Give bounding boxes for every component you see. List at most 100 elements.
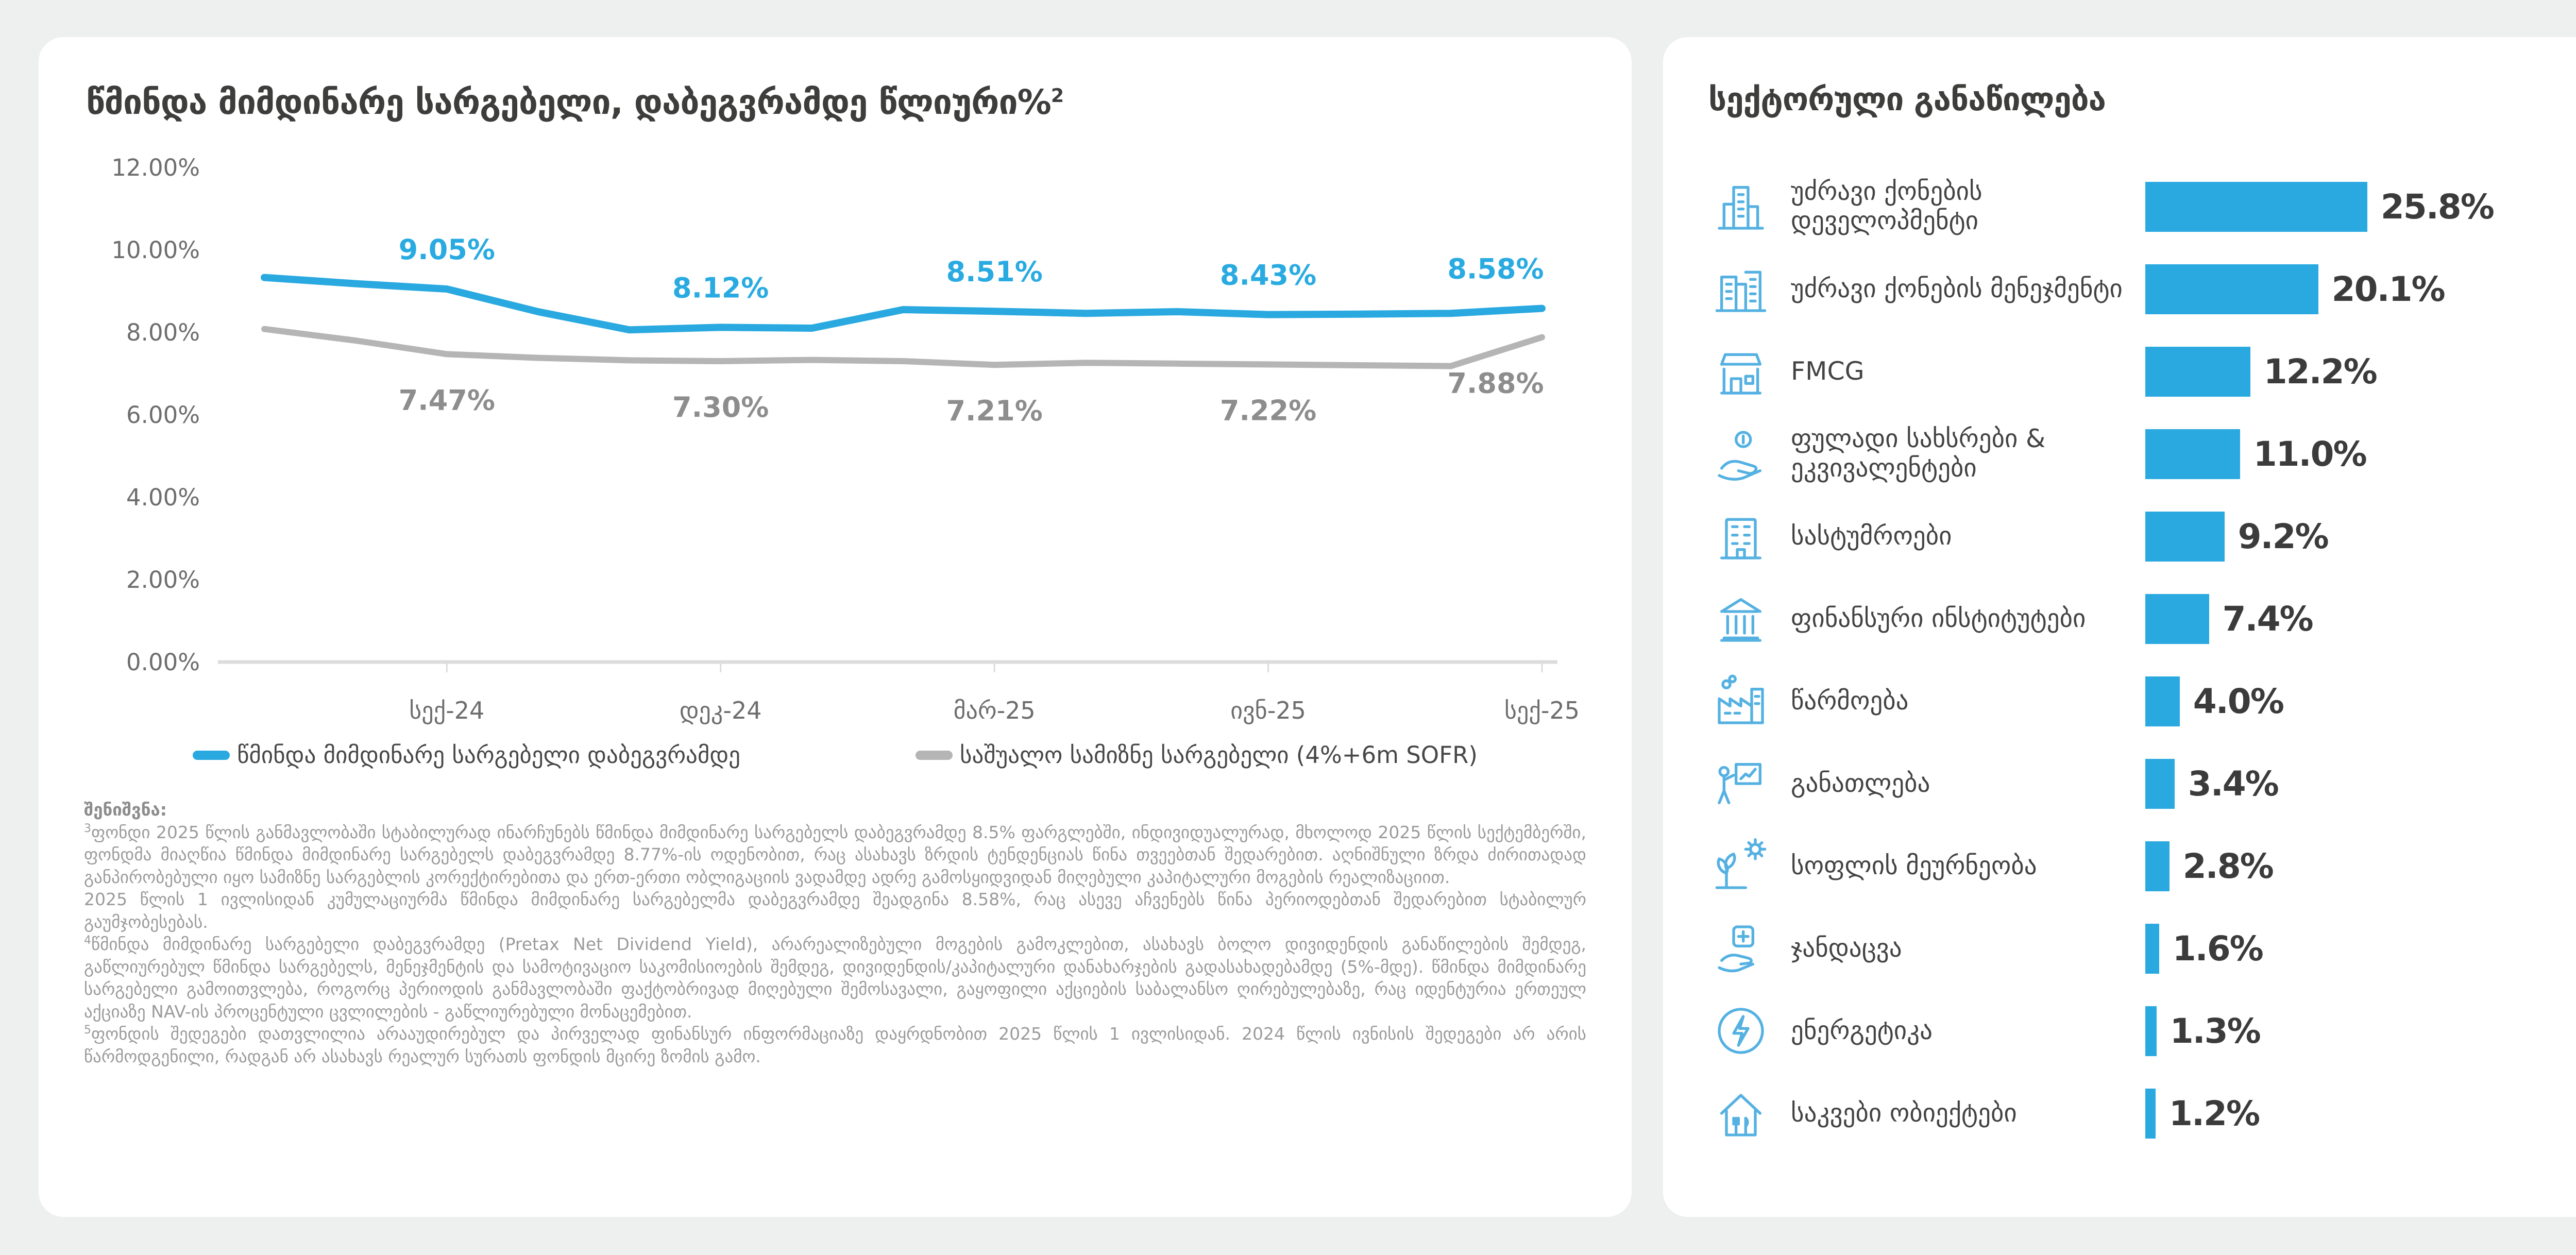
sector-row: წარმოება 4.0% [1708,660,2576,742]
sector-value: 20.1% [2331,269,2446,309]
svg-text:ივნ-25: ივნ-25 [1230,697,1306,724]
sector-bar [2145,264,2318,314]
svg-text:7.30%: 7.30% [672,391,769,423]
sector-label: წარმოება [1791,686,1909,716]
sector-label: უძრავი ქონების დეველოპმენტი [1791,177,1982,235]
sector-bar [2145,923,2159,974]
svg-text:4.00%: 4.00% [126,484,200,511]
factory-icon [1708,672,1773,730]
sector-row: უძრავი ქონების მენეჯმენტი 20.1% [1708,248,2576,330]
sector-row: სასტუმროები 9.2% [1708,495,2576,578]
sector-label: უძრავი ქონების მენეჯმენტი [1791,274,2123,303]
sector-bar [2145,181,2367,232]
svg-text:0.00%: 0.00% [126,649,200,676]
hand-coin-icon [1708,425,1773,483]
legend-item-net-yield: წმინდა მიმდინარე სარგებელი დაბეგვრამდე [193,741,740,769]
sector-title: სექტორული განაწილება [1708,80,2106,118]
chart-legend: წმინდა მიმდინარე სარგებელი დაბეგვრამდე ს… [84,741,1586,769]
sector-bar [2145,1088,2156,1139]
svg-text:7.47%: 7.47% [399,384,495,416]
svg-text:დეკ-24: დეკ-24 [680,697,762,724]
yield-chart-title: წმინდა მიმდინარე სარგებელი, დაბეგვრამდე … [86,82,1064,122]
sector-row: ენერგეტიკა 1.3% [1708,990,2576,1072]
yield-card: წმინდა მიმდინარე სარგებელი, დაბეგვრამდე … [39,37,1632,1217]
education-presenter-icon [1708,755,1773,812]
hotel-icon [1708,507,1773,565]
yield-line-chart: 12.00% 10.00% 8.00% 6.00% 4.00% 2.00% 0.00% სექ… [111,154,1578,724]
sector-label: ენერგეტიკა [1791,1015,1933,1045]
sector-value: 1.2% [2169,1093,2260,1133]
footnote-3-continued: 2025 წლის 1 ივლისიდან კუმულაციურმა წმინდ… [84,889,1586,932]
sector-value: 1.3% [2170,1011,2261,1051]
sector-bar [2145,429,2240,479]
sector-label: ფულადი სახსრები & ეკვივალენტები [1791,424,2046,483]
storefront-icon [1708,343,1773,400]
sector-row: FMCG 12.2% [1708,330,2576,413]
sector-value: 9.2% [2238,516,2329,556]
agriculture-icon [1708,837,1773,895]
svg-text:8.00%: 8.00% [126,319,200,346]
svg-text:7.88%: 7.88% [1447,367,1544,400]
sector-value: 4.0% [2193,681,2284,721]
sector-bar [2145,593,2209,644]
sector-row: ფინანსური ინსტიტუტები 7.4% [1708,578,2576,660]
svg-text:8.43%: 8.43% [1220,259,1316,292]
food-house-icon [1708,1084,1773,1142]
sector-rows: უძრავი ქონების დეველოპმენტი 25.8% უძრავი… [1708,165,2576,1155]
building-management-icon [1708,260,1773,318]
footnote-5: 5ფონდის შედეგები დათვლილია არააუდირებულ … [84,1024,1586,1067]
bank-icon [1708,590,1773,648]
svg-text:8.51%: 8.51% [946,256,1042,288]
sector-value: 7.4% [2222,599,2314,639]
svg-text:7.21%: 7.21% [946,395,1042,427]
sector-bar [2145,346,2250,397]
svg-text:12.00%: 12.00% [111,154,200,181]
svg-text:სექ-24: სექ-24 [409,697,484,724]
footnotes: შენიშვნა: 3ფონდი 2025 წლის განმავლობაში … [84,799,1586,1068]
sector-label: განათლება [1791,768,1930,798]
sector-value: 12.2% [2263,351,2378,392]
sector-label: სოფლის მეურნეობა [1791,851,2037,880]
sector-value: 25.8% [2380,186,2495,227]
footnote-3: 3ფონდი 2025 წლის განმავლობაში სტაბილურად… [84,822,1586,887]
sector-row: საკვები ობიექტები 1.2% [1708,1072,2576,1155]
healthcare-hand-icon [1708,920,1773,977]
footnote-4: 4წმინდა მიმდინარე სარგებელი დაბეგვრამდე … [84,934,1586,1022]
sector-row: ჯანდაცვა 1.6% [1708,907,2576,990]
sector-card: სექტორული განაწილება უძრავი ქონების დევე… [1663,37,2576,1217]
svg-text:სექ-25: სექ-25 [1504,697,1578,724]
gray-line-swatch-icon [916,750,953,760]
sector-label: ჯანდაცვა [1791,933,1902,963]
sector-label: საკვები ობიექტები [1791,1098,2017,1128]
legend-label: საშუალო სამიზნე სარგებელი (4%+6m SOFR) [960,741,1478,769]
sector-bar [2145,1006,2157,1056]
sector-value: 1.6% [2172,928,2264,969]
svg-text:9.05%: 9.05% [399,233,495,266]
title-footnote-ref: 2 [1050,84,1064,107]
legend-label: წმინდა მიმდინარე სარგებელი დაბეგვრამდე [237,741,741,769]
svg-text:10.00%: 10.00% [111,236,200,264]
sector-label: ფინანსური ინსტიტუტები [1791,603,2086,633]
svg-text:8.58%: 8.58% [1447,253,1544,285]
energy-icon [1708,1002,1773,1060]
sector-bar [2145,841,2170,891]
sector-row: სოფლის მეურნეობა 2.8% [1708,825,2576,907]
sector-bar [2145,676,2180,726]
svg-text:2.00%: 2.00% [126,566,200,593]
sector-value: 3.4% [2188,764,2279,804]
footnotes-heading: შენიშვნა: [84,800,167,820]
sector-row: ფულადი სახსრები & ეკვივალენტები 11.0% [1708,413,2576,495]
sector-row: უძრავი ქონების დეველოპმენტი 25.8% [1708,165,2576,248]
blue-line-swatch-icon [193,750,230,760]
legend-item-target-yield: საშუალო სამიზნე სარგებელი (4%+6m SOFR) [916,741,1478,769]
building-development-icon [1708,178,1773,235]
svg-text:6.00%: 6.00% [126,401,200,429]
svg-text:7.22%: 7.22% [1220,394,1316,427]
svg-text:8.12%: 8.12% [672,272,769,304]
svg-text:მარ-25: მარ-25 [954,697,1036,724]
sector-bar [2145,758,2175,809]
sector-value: 11.0% [2253,434,2367,474]
sector-row: განათლება 3.4% [1708,742,2576,825]
sector-value: 2.8% [2182,846,2274,886]
